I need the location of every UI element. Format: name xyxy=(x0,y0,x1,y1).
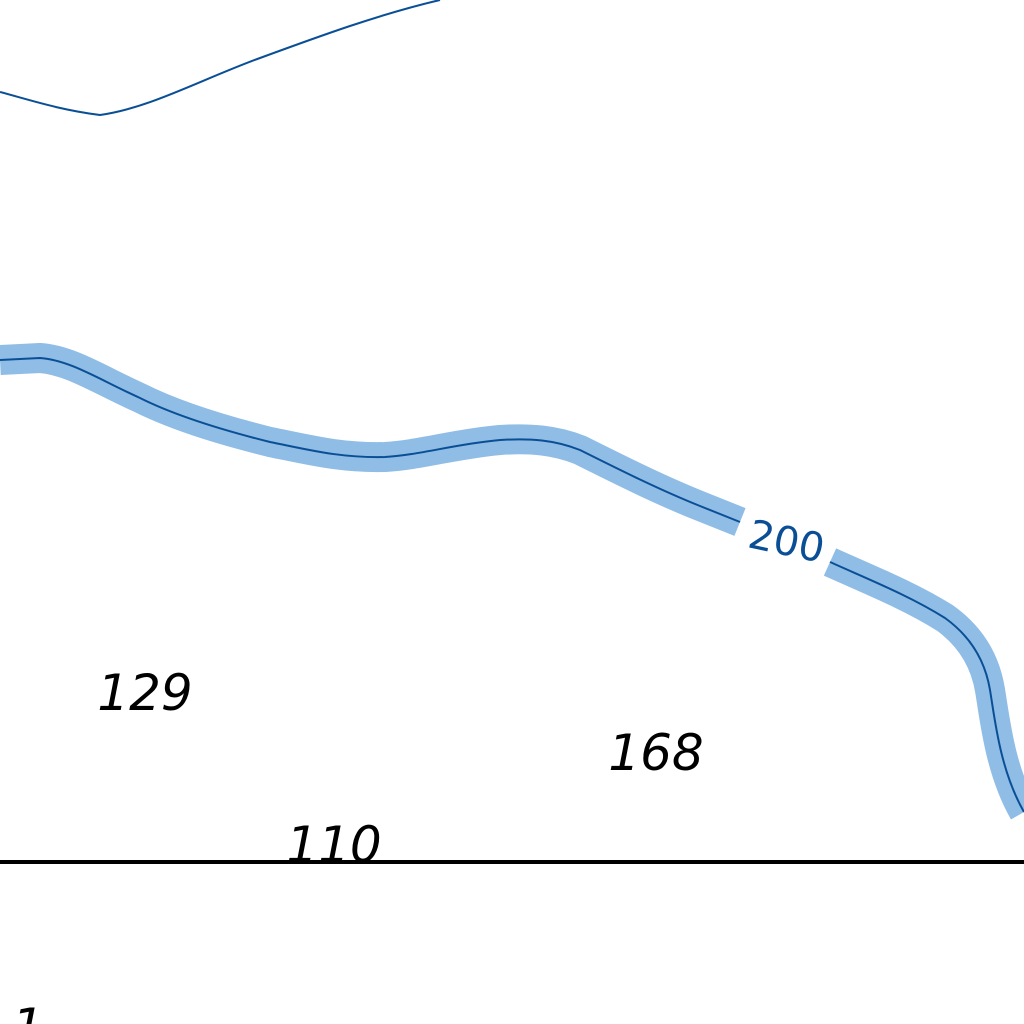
contour-200-highlight-left xyxy=(0,343,746,536)
sounding-110: 110 xyxy=(286,816,381,874)
sounding-168: 168 xyxy=(608,724,703,782)
sounding-129: 129 xyxy=(97,664,192,722)
contour-200-highlight-right xyxy=(823,548,1024,820)
contour-200-label: 200 xyxy=(744,512,828,573)
contour-200-line-right xyxy=(829,561,1024,813)
upper-contour-line xyxy=(0,0,441,117)
partial-sounding: 1 xyxy=(12,998,44,1024)
contour-200-line-left xyxy=(0,356,741,523)
